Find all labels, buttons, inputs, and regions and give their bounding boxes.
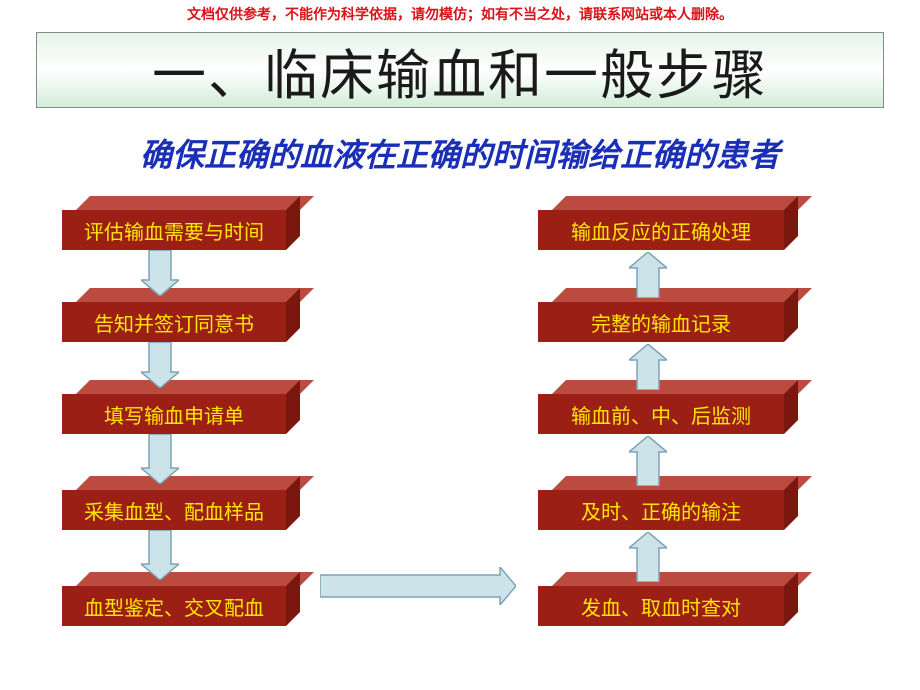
arrow-up-1: [629, 344, 667, 395]
left-step-3-label: 采集血型、配血样品: [62, 490, 286, 530]
right-step-3: 及时、正确的输注: [538, 476, 798, 530]
left-step-3: 采集血型、配血样品: [62, 476, 300, 530]
disclaimer-text: 文档仅供参考，不能作为科学依据，请勿模仿；如有不当之处，请联系网站或本人删除。: [0, 4, 920, 24]
right-step-2: 输血前、中、后监测: [538, 380, 798, 434]
right-step-2-label: 输血前、中、后监测: [538, 394, 784, 434]
page-title: 一、临床输血和一般步骤: [152, 31, 768, 110]
right-step-4-label: 发血、取血时查对: [538, 586, 784, 626]
subtitle: 确保正确的血液在正确的时间输给正确的患者: [0, 130, 920, 176]
arrow-down-3: [141, 530, 179, 585]
right-step-0: 输血反应的正确处理: [538, 196, 798, 250]
right-step-4: 发血、取血时查对: [538, 572, 798, 626]
arrow-down-0: [141, 250, 179, 301]
right-step-0-label: 输血反应的正确处理: [538, 210, 784, 250]
left-step-4-label: 血型鉴定、交叉配血: [62, 586, 286, 626]
left-step-0-label: 评估输血需要与时间: [62, 210, 286, 250]
arrow-right: [320, 567, 516, 610]
title-band: 一、临床输血和一般步骤: [36, 32, 884, 108]
arrow-up-2: [629, 436, 667, 491]
arrow-up-0: [629, 252, 667, 303]
left-step-1: 告知并签订同意书: [62, 288, 300, 342]
arrow-down-2: [141, 434, 179, 489]
right-step-1-label: 完整的输血记录: [538, 302, 784, 342]
arrow-up-3: [629, 532, 667, 587]
left-step-1-label: 告知并签订同意书: [62, 302, 286, 342]
right-step-3-label: 及时、正确的输注: [538, 490, 784, 530]
right-step-1: 完整的输血记录: [538, 288, 798, 342]
arrow-down-1: [141, 342, 179, 393]
left-step-2: 填写输血申请单: [62, 380, 300, 434]
left-step-2-label: 填写输血申请单: [62, 394, 286, 434]
left-step-4: 血型鉴定、交叉配血: [62, 572, 300, 626]
left-step-0: 评估输血需要与时间: [62, 196, 300, 250]
